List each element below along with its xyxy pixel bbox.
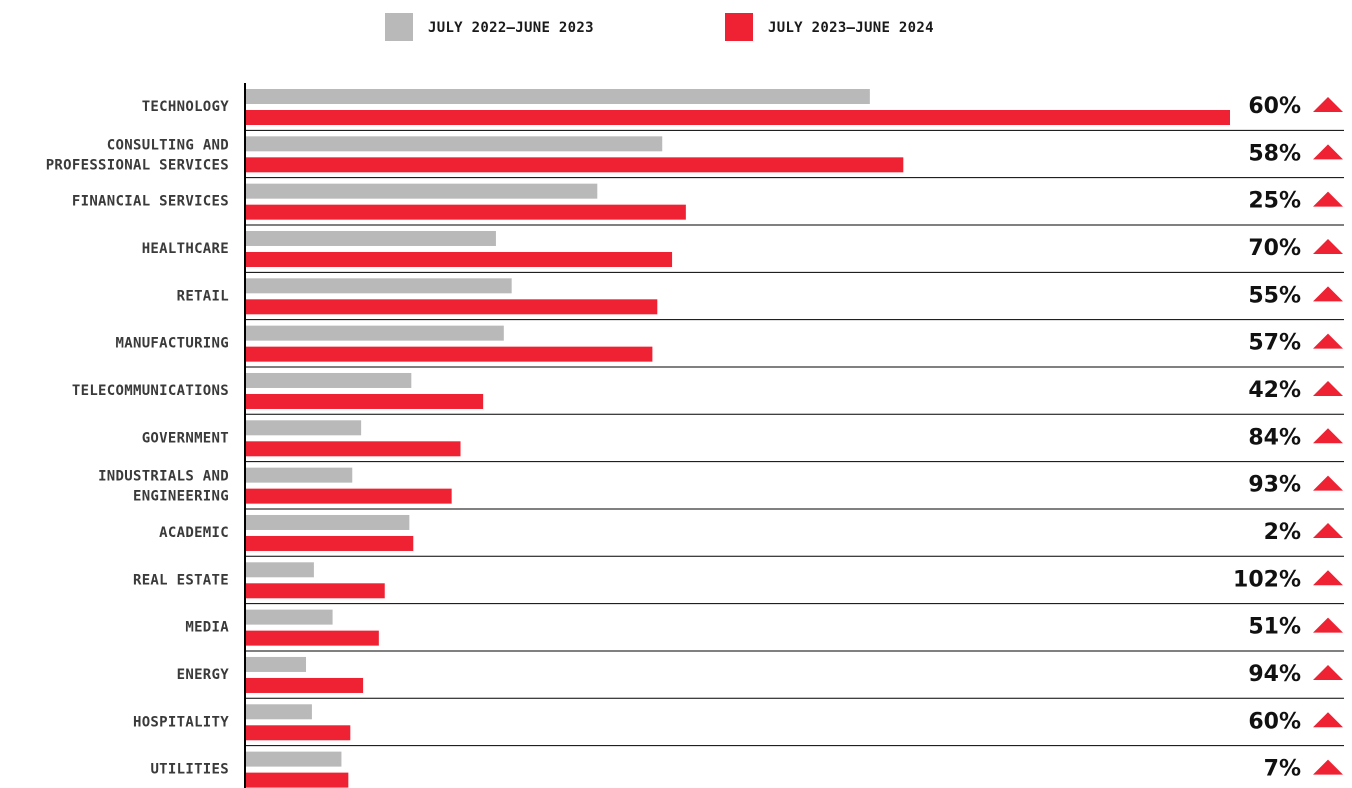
category-label: INDUSTRIALS AND ENGINEERING: [98, 469, 229, 505]
chart-rows: TECHNOLOGY 60% CONSULTING AND PROFESSIONAL …: [46, 89, 1344, 788]
bar-2023-2024: [246, 725, 351, 741]
up-arrow-icon: [1313, 664, 1343, 680]
bar-2023-2024: [246, 441, 461, 457]
category-label: CONSULTING AND PROFESSIONAL SERVICES: [46, 137, 229, 173]
category-row: TELECOMMUNICATIONS 42%: [72, 372, 1344, 415]
change-percent-label: 94%: [1248, 662, 1301, 687]
category-label: RETAIL: [177, 288, 229, 304]
category-label: MANUFACTURING: [116, 336, 229, 352]
up-arrow-icon: [1313, 712, 1343, 728]
category-row: UTILITIES 7%: [150, 751, 1343, 788]
legend-item: JULY 2022–JUNE 2023: [385, 13, 594, 41]
change-percent-label: 25%: [1248, 189, 1301, 214]
bar-2022-2023: [246, 562, 314, 578]
category-row: MANUFACTURING 57%: [116, 325, 1344, 368]
change-percent-label: 60%: [1248, 94, 1301, 119]
bar-2022-2023: [246, 656, 307, 672]
change-percent-label: 42%: [1248, 378, 1301, 403]
category-label: HOSPITALITY: [133, 714, 229, 730]
change-percent-label: 55%: [1248, 283, 1301, 308]
bar-2022-2023: [246, 467, 353, 483]
up-arrow-icon: [1313, 570, 1343, 586]
up-arrow-icon: [1313, 475, 1343, 491]
bar-2022-2023: [246, 609, 333, 625]
bar-2022-2023: [246, 89, 870, 104]
category-row: CONSULTING AND PROFESSIONAL SERVICES 58%: [46, 136, 1344, 179]
category-label: FINANCIAL SERVICES: [72, 194, 229, 210]
bar-2022-2023: [246, 183, 598, 199]
legend-label: JULY 2023–JUNE 2024: [768, 20, 934, 36]
change-percent-label: 57%: [1248, 331, 1301, 356]
category-row: REAL ESTATE 102%: [133, 562, 1344, 605]
up-arrow-icon: [1313, 97, 1343, 112]
change-percent-label: 93%: [1248, 473, 1301, 498]
legend: JULY 2022–JUNE 2023 JULY 2023–JUNE 2024: [385, 13, 934, 41]
up-arrow-icon: [1313, 238, 1343, 254]
category-label: ENERGY: [177, 667, 230, 683]
change-percent-label: 84%: [1248, 425, 1301, 450]
up-arrow-icon: [1313, 380, 1343, 396]
bar-2023-2024: [246, 677, 364, 693]
bar-2023-2024: [246, 251, 673, 267]
category-label: MEDIA: [185, 620, 229, 636]
up-arrow-icon: [1313, 759, 1343, 775]
bar-2023-2024: [246, 204, 686, 220]
bar-2022-2023: [246, 278, 512, 294]
legend-item: JULY 2023–JUNE 2024: [725, 13, 934, 41]
category-row: INDUSTRIALS AND ENGINEERING 93%: [98, 467, 1344, 510]
change-percent-label: 51%: [1248, 615, 1301, 640]
bar-2023-2024: [246, 630, 379, 646]
bar-2023-2024: [246, 488, 452, 504]
bar-2023-2024: [246, 157, 904, 173]
up-arrow-icon: [1313, 144, 1343, 160]
bar-2023-2024: [246, 772, 349, 788]
category-row: FINANCIAL SERVICES 25%: [72, 183, 1344, 226]
bar-2023-2024: [246, 346, 653, 362]
category-label: GOVERNMENT: [142, 430, 229, 446]
bar-2022-2023: [246, 325, 504, 341]
category-label: UTILITIES: [150, 762, 229, 778]
up-arrow-icon: [1313, 617, 1343, 633]
legend-swatch: [385, 13, 413, 41]
bar-2023-2024: [246, 583, 385, 599]
legend-swatch: [725, 13, 753, 41]
bar-2022-2023: [246, 751, 342, 767]
up-arrow-icon: [1313, 191, 1343, 207]
change-percent-label: 2%: [1264, 520, 1301, 545]
bar-2023-2024: [246, 110, 1230, 125]
legend-label: JULY 2022–JUNE 2023: [428, 20, 594, 36]
category-row: ACADEMIC 2%: [159, 514, 1344, 557]
bar-2022-2023: [246, 136, 663, 152]
bar-2022-2023: [246, 514, 410, 530]
category-row: RETAIL 55%: [177, 278, 1344, 321]
category-label: REAL ESTATE: [133, 572, 229, 588]
category-label: ACADEMIC: [159, 525, 229, 541]
up-arrow-icon: [1313, 522, 1343, 538]
up-arrow-icon: [1313, 333, 1343, 349]
category-row: MEDIA 51%: [185, 609, 1344, 652]
change-percent-label: 7%: [1264, 757, 1301, 782]
category-row: HEALTHCARE 70%: [142, 230, 1344, 273]
up-arrow-icon: [1313, 428, 1343, 444]
change-percent-label: 58%: [1248, 141, 1301, 166]
up-arrow-icon: [1313, 286, 1343, 302]
bar-2023-2024: [246, 393, 484, 409]
category-label: HEALTHCARE: [142, 241, 229, 257]
bar-2022-2023: [246, 372, 412, 388]
category-label: TELECOMMUNICATIONS: [72, 383, 229, 399]
category-row: ENERGY 94%: [177, 656, 1344, 699]
bar-2022-2023: [246, 420, 362, 436]
change-percent-label: 60%: [1248, 709, 1301, 734]
change-percent-label: 70%: [1248, 236, 1301, 261]
category-row: HOSPITALITY 60%: [133, 704, 1344, 747]
bar-2022-2023: [246, 704, 312, 720]
bar-2022-2023: [246, 230, 496, 246]
change-percent-label: 102%: [1233, 567, 1301, 592]
category-row: GOVERNMENT 84%: [142, 420, 1344, 463]
bar-2023-2024: [246, 535, 414, 551]
category-row: TECHNOLOGY 60%: [142, 89, 1344, 131]
bar-2023-2024: [246, 299, 658, 315]
category-label: TECHNOLOGY: [142, 99, 230, 115]
